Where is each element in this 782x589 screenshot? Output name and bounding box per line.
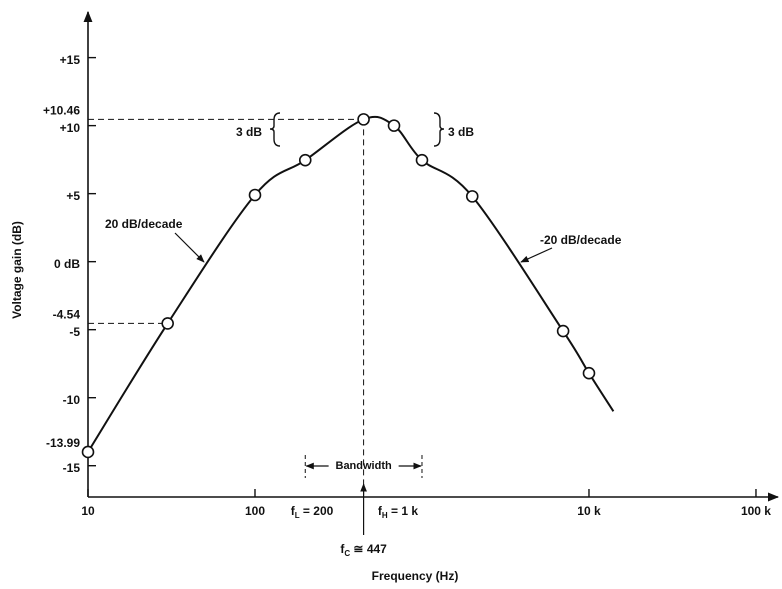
brace <box>434 113 444 146</box>
reference-label: -13.99 <box>46 436 80 450</box>
text: = 200 <box>300 504 334 518</box>
data-point <box>583 368 594 379</box>
brace <box>270 113 280 146</box>
reference-label: +10.46 <box>43 104 80 118</box>
reference-label: -4.54 <box>53 308 81 322</box>
y-tick-label: 0 dB <box>54 257 80 271</box>
annotation-arrow <box>175 233 204 262</box>
annotation-arrow <box>521 248 552 262</box>
x-tick-label: 100 k <box>741 504 771 518</box>
y-tick-label: +15 <box>60 53 81 67</box>
y-tick-label: -15 <box>63 461 81 475</box>
annotation: 3 dB <box>448 125 474 139</box>
data-point <box>389 120 400 131</box>
annotation: 3 dB <box>236 125 262 139</box>
data-point <box>300 155 311 166</box>
x-tick-label: 100 <box>245 504 265 518</box>
x-axis-label: Frequency (Hz) <box>372 569 459 583</box>
y-tick-label: +5 <box>66 189 80 203</box>
chart: Voltage gain (dB) Frequency (Hz) +15 +10 +… <box>0 0 782 589</box>
x-tick-label: 10 <box>81 504 95 518</box>
data-point <box>358 114 369 125</box>
data-point <box>416 155 427 166</box>
y-tick-label: -5 <box>69 325 80 339</box>
frequency-label: fL = 200 <box>291 504 334 520</box>
y-axis-label: Voltage gain (dB) <box>10 221 24 319</box>
data-point <box>83 446 94 457</box>
x-tick-label: 10 k <box>577 504 601 518</box>
bandwidth-label: Bandwidth <box>336 460 392 472</box>
y-tick-label: -10 <box>63 393 81 407</box>
annotation: 20 dB/decade <box>105 217 183 231</box>
data-point <box>249 190 260 201</box>
frequency-label: fC ≅ 447 <box>340 542 387 558</box>
data-point <box>162 318 173 329</box>
data-point <box>467 191 478 202</box>
y-tick-label: +10 <box>60 121 81 135</box>
frequency-label: fH = 1 k <box>378 504 418 520</box>
response-curve <box>88 117 589 452</box>
annotation: -20 dB/decade <box>540 233 622 247</box>
data-point <box>558 326 569 337</box>
text: = 1 k <box>388 504 419 518</box>
response-curve-end <box>589 373 613 411</box>
text: ≅ 447 <box>350 542 387 556</box>
